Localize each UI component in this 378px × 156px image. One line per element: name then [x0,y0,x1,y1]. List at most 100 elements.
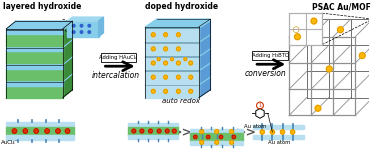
Bar [6,127,74,135]
Text: Adding H₃BTC: Adding H₃BTC [251,53,288,58]
Circle shape [260,130,265,134]
Circle shape [206,135,210,139]
Bar [253,135,304,139]
Bar [190,129,243,133]
Bar [190,133,243,141]
Circle shape [189,61,193,65]
Circle shape [73,24,75,27]
Polygon shape [145,35,211,43]
Circle shape [23,129,28,133]
Circle shape [290,130,295,134]
Polygon shape [6,65,63,69]
Text: PSAC Au/MOF: PSAC Au/MOF [312,2,371,11]
Polygon shape [6,51,63,63]
Circle shape [189,89,193,93]
Polygon shape [199,49,211,69]
Text: auto redox: auto redox [162,98,200,104]
Text: doped hydroxide: doped hydroxide [145,2,218,11]
Bar [190,141,243,145]
Circle shape [338,27,343,33]
Circle shape [315,105,321,111]
Circle shape [157,129,161,133]
Text: intercalation: intercalation [92,71,140,80]
Polygon shape [199,35,211,55]
Circle shape [177,33,180,37]
Circle shape [294,34,301,40]
Polygon shape [63,22,72,46]
Polygon shape [145,28,199,41]
Bar [289,13,322,45]
Polygon shape [145,49,211,57]
Circle shape [172,129,176,133]
Circle shape [200,130,204,134]
Bar [128,127,178,135]
Text: Au atom: Au atom [268,140,291,145]
Text: AuCl₄⁻: AuCl₄⁻ [2,140,19,145]
Text: Au atom: Au atom [245,124,267,129]
Circle shape [56,129,60,133]
Polygon shape [6,86,63,98]
Circle shape [230,140,234,144]
Circle shape [80,24,83,27]
Polygon shape [145,77,211,85]
Circle shape [219,135,223,139]
Circle shape [149,129,152,133]
Polygon shape [99,17,104,37]
Circle shape [88,24,91,27]
Circle shape [151,47,155,51]
Polygon shape [145,63,211,71]
Circle shape [65,129,70,133]
Polygon shape [63,74,72,98]
Bar [128,123,178,127]
Bar [68,21,99,37]
Circle shape [177,47,180,51]
Polygon shape [6,22,72,30]
Circle shape [151,89,155,93]
Circle shape [34,129,39,133]
Circle shape [132,129,136,133]
Polygon shape [145,19,211,27]
Text: >>: >> [172,127,193,139]
Bar [253,125,304,129]
Circle shape [177,89,180,93]
Circle shape [189,75,193,79]
FancyBboxPatch shape [252,51,288,60]
Bar [6,135,74,140]
Circle shape [165,129,169,133]
Circle shape [151,33,155,37]
Circle shape [164,89,167,93]
Polygon shape [6,82,63,86]
Circle shape [194,135,197,139]
Bar [128,135,178,139]
Bar [6,122,74,127]
Polygon shape [199,63,211,83]
Circle shape [230,130,234,134]
Circle shape [177,61,180,65]
Text: >>: >> [236,127,257,139]
Circle shape [311,18,317,24]
Text: Adding HAuCl₄: Adding HAuCl₄ [99,55,137,60]
Polygon shape [145,43,199,55]
Polygon shape [68,17,104,21]
Polygon shape [6,48,63,51]
Polygon shape [145,21,211,28]
Polygon shape [145,85,199,98]
Circle shape [140,129,144,133]
Circle shape [270,130,274,134]
Polygon shape [145,71,199,83]
Text: 1: 1 [259,103,262,108]
Polygon shape [6,21,72,29]
Polygon shape [63,57,72,80]
Polygon shape [6,69,63,80]
Circle shape [12,129,17,133]
Polygon shape [199,21,211,41]
Circle shape [80,31,83,33]
Text: layered hydroxide: layered hydroxide [3,2,82,11]
Circle shape [359,53,365,58]
Circle shape [177,75,180,79]
Circle shape [88,31,91,33]
Circle shape [45,129,49,133]
Circle shape [164,33,167,37]
Circle shape [184,58,187,61]
Polygon shape [6,34,63,46]
